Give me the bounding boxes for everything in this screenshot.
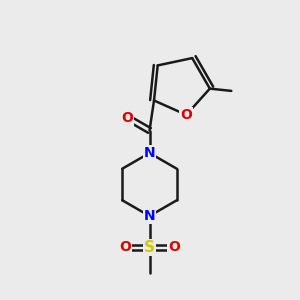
Text: N: N [144, 146, 155, 160]
Text: O: O [180, 108, 192, 122]
Text: O: O [122, 111, 134, 125]
Text: O: O [168, 241, 180, 254]
Text: S: S [144, 240, 155, 255]
Text: N: N [144, 209, 155, 223]
Text: O: O [119, 241, 131, 254]
